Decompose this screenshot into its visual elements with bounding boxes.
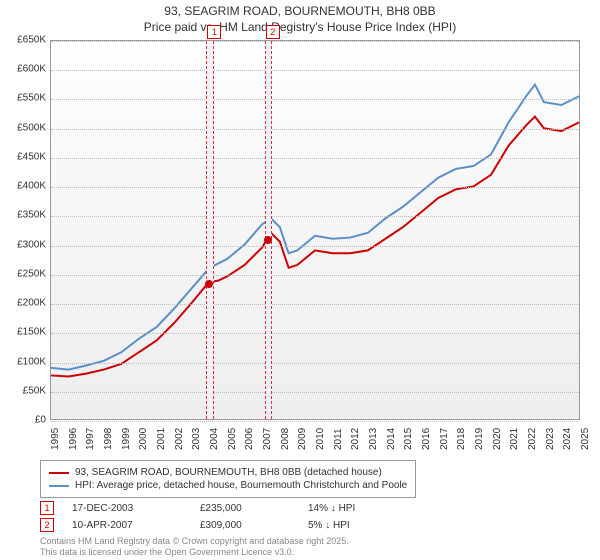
- event-delta: 14% ↓ HPI: [308, 503, 355, 514]
- gridline: [51, 392, 579, 393]
- x-axis-label: 2008: [280, 428, 291, 450]
- x-axis-label: 2014: [386, 428, 397, 450]
- x-axis-label: 2002: [174, 428, 185, 450]
- x-axis-label: 2000: [138, 428, 149, 450]
- attribution-footer: Contains HM Land Registry data © Crown c…: [40, 536, 349, 558]
- x-axis-label: 2019: [474, 428, 485, 450]
- y-axis-label: £50K: [2, 385, 46, 396]
- x-axis-label: 2005: [227, 428, 238, 450]
- x-axis-label: 1995: [50, 428, 61, 450]
- y-axis-label: £500K: [2, 122, 46, 133]
- x-axis-label: 2020: [492, 428, 503, 450]
- legend-swatch: [49, 485, 69, 487]
- event-date: 17-DEC-2003: [72, 503, 182, 514]
- x-axis-label: 2025: [580, 428, 591, 450]
- gridline: [51, 333, 579, 334]
- event-price: £309,000: [200, 520, 290, 531]
- x-axis-label: 2015: [403, 428, 414, 450]
- gridline: [51, 129, 579, 130]
- legend-item: HPI: Average price, detached house, Bour…: [49, 480, 407, 491]
- x-axis-label: 2009: [297, 428, 308, 450]
- x-axis-label: 1996: [68, 428, 79, 450]
- x-axis-label: 2017: [439, 428, 450, 450]
- event-marker-label: 2: [266, 25, 280, 39]
- x-axis-label: 2018: [456, 428, 467, 450]
- x-axis-label: 2022: [527, 428, 538, 450]
- y-axis-label: £250K: [2, 268, 46, 279]
- title-line2: Price paid vs. HM Land Registry's House …: [0, 20, 600, 36]
- gridline: [51, 363, 579, 364]
- gridline: [51, 275, 579, 276]
- legend: 93, SEAGRIM ROAD, BOURNEMOUTH, BH8 0BB (…: [40, 460, 416, 498]
- highlight-band: 1: [206, 41, 213, 419]
- x-axis-label: 2021: [509, 428, 520, 450]
- legend-label: 93, SEAGRIM ROAD, BOURNEMOUTH, BH8 0BB (…: [75, 467, 382, 478]
- title-line1: 93, SEAGRIM ROAD, BOURNEMOUTH, BH8 0BB: [0, 4, 600, 20]
- legend-label: HPI: Average price, detached house, Bour…: [75, 480, 407, 491]
- x-axis-label: 2004: [209, 428, 220, 450]
- event-row: 1 17-DEC-2003 £235,000 14% ↓ HPI: [40, 501, 355, 515]
- y-axis-label: £200K: [2, 298, 46, 309]
- x-axis-label: 1997: [85, 428, 96, 450]
- events-table: 1 17-DEC-2003 £235,000 14% ↓ HPI 2 10-APR-200…: [40, 498, 355, 535]
- price-marker-dot: [205, 280, 213, 288]
- legend-item: 93, SEAGRIM ROAD, BOURNEMOUTH, BH8 0BB (…: [49, 467, 407, 478]
- y-axis-label: £450K: [2, 151, 46, 162]
- gridline: [51, 70, 579, 71]
- x-axis-label: 1999: [121, 428, 132, 450]
- event-date: 10-APR-2007: [72, 520, 182, 531]
- event-delta: 5% ↓ HPI: [308, 520, 350, 531]
- price-marker-dot: [264, 236, 272, 244]
- event-row: 2 10-APR-2007 £309,000 5% ↓ HPI: [40, 518, 355, 532]
- line-chart: 12: [50, 40, 580, 420]
- y-axis-label: £100K: [2, 356, 46, 367]
- x-axis-label: 2024: [562, 428, 573, 450]
- footer-line2: This data is licensed under the Open Gov…: [40, 547, 349, 558]
- gridline: [51, 187, 579, 188]
- y-axis-label: £550K: [2, 93, 46, 104]
- event-marker: 2: [40, 518, 54, 532]
- y-axis-label: £0: [2, 415, 46, 426]
- y-axis-label: £150K: [2, 327, 46, 338]
- event-marker: 1: [40, 501, 54, 515]
- y-axis-label: £300K: [2, 239, 46, 250]
- x-axis-label: 2010: [315, 428, 326, 450]
- y-axis-label: £400K: [2, 181, 46, 192]
- highlight-band: 2: [265, 41, 272, 419]
- x-axis-label: 2013: [368, 428, 379, 450]
- gridline: [51, 41, 579, 42]
- gridline: [51, 246, 579, 247]
- legend-swatch: [49, 472, 69, 474]
- x-axis-label: 2007: [262, 428, 273, 450]
- x-axis-label: 1998: [103, 428, 114, 450]
- x-axis-label: 2001: [156, 428, 167, 450]
- gridline: [51, 216, 579, 217]
- y-axis-label: £600K: [2, 64, 46, 75]
- x-axis-label: 2011: [333, 428, 344, 450]
- gridline: [51, 304, 579, 305]
- x-axis-label: 2003: [191, 428, 202, 450]
- event-price: £235,000: [200, 503, 290, 514]
- y-axis-label: £350K: [2, 210, 46, 221]
- gridline: [51, 99, 579, 100]
- event-marker-label: 1: [207, 25, 221, 39]
- gridline: [51, 421, 579, 422]
- x-axis-label: 2012: [350, 428, 361, 450]
- footer-line1: Contains HM Land Registry data © Crown c…: [40, 536, 349, 547]
- x-axis-label: 2023: [545, 428, 556, 450]
- chart-title: 93, SEAGRIM ROAD, BOURNEMOUTH, BH8 0BB P…: [0, 0, 600, 35]
- y-axis-label: £650K: [2, 35, 46, 46]
- gridline: [51, 158, 579, 159]
- x-axis-label: 2006: [244, 428, 255, 450]
- series-line: [51, 85, 579, 370]
- x-axis-label: 2016: [421, 428, 432, 450]
